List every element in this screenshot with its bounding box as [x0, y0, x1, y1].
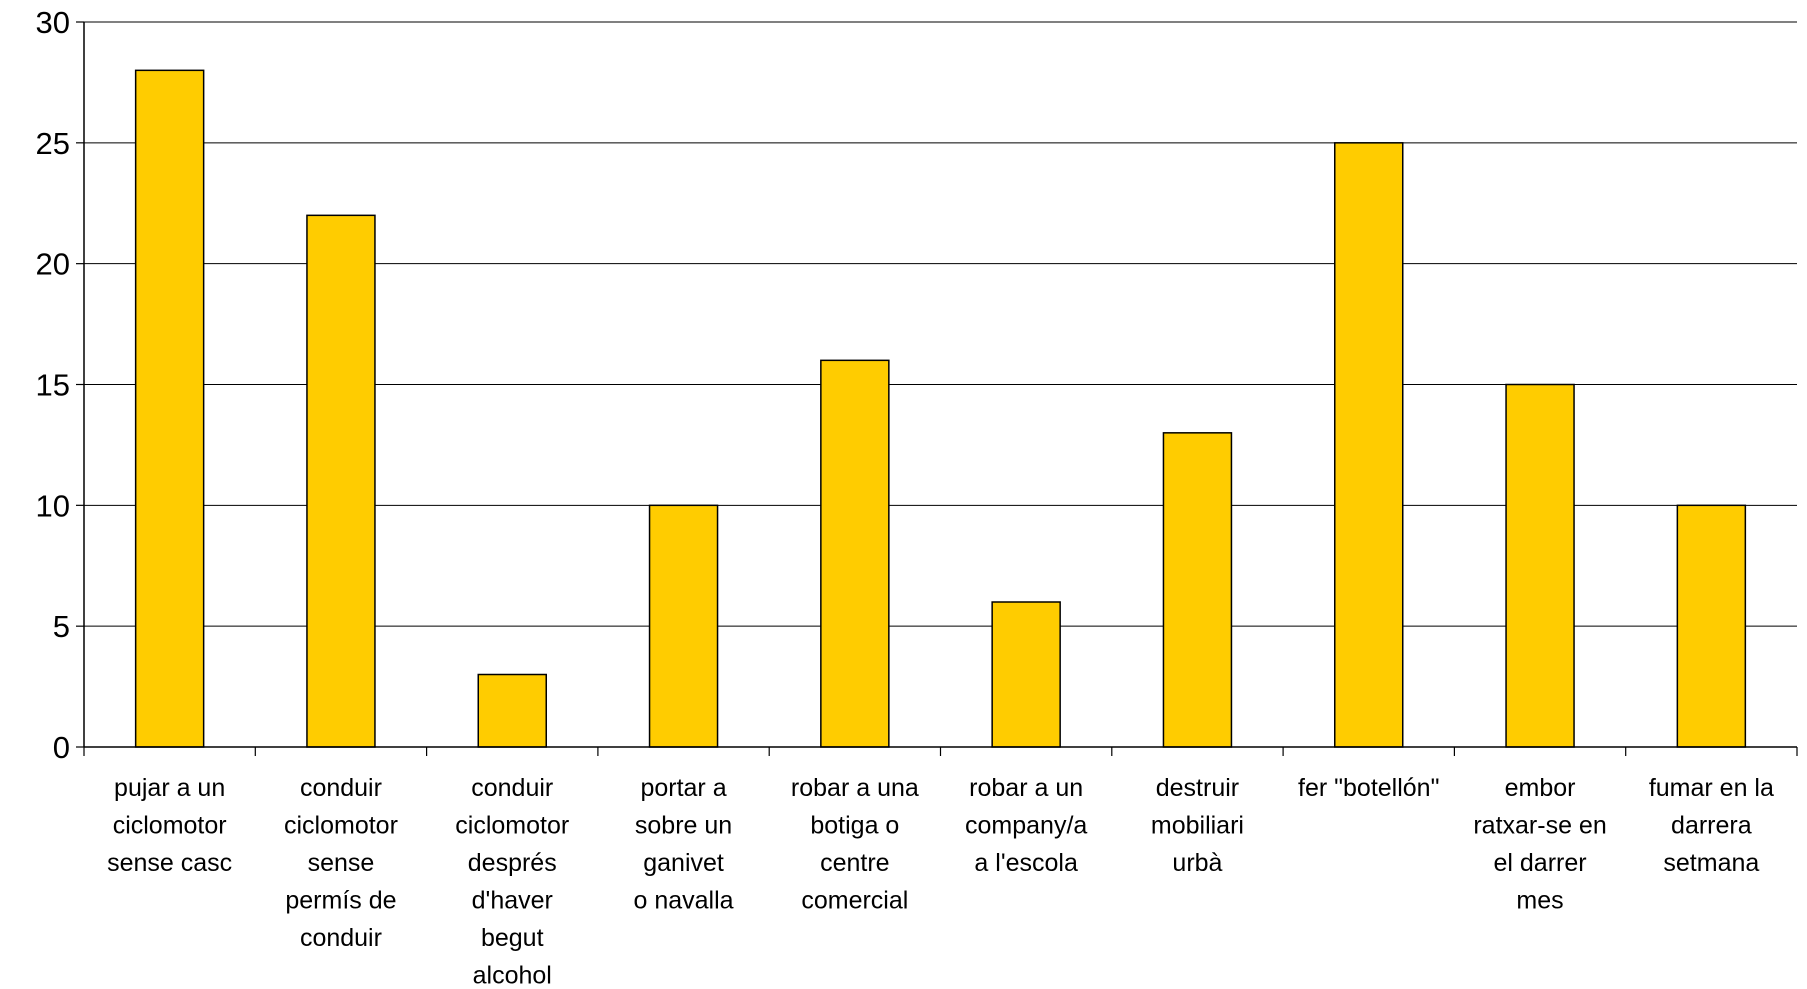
x-tick-label-line: comercial: [801, 887, 908, 915]
x-tick-label-line: company/a: [965, 812, 1087, 840]
x-tick-label-line: mes: [1516, 887, 1563, 915]
x-tick-label-line: sobre un: [635, 812, 732, 840]
x-tick-label-line: sense casc: [107, 849, 232, 877]
x-tick-label-line: darrera: [1671, 812, 1752, 840]
x-tick-label: conduir ciclomotor sense permís de conduir: [284, 774, 398, 952]
x-tick-label: robar a un company/a a l'escola: [965, 774, 1087, 877]
x-tick-label-line: conduir: [300, 774, 382, 802]
x-tick-label: pujar a un ciclomotor sense casc: [107, 774, 232, 877]
y-tick-labels: 0 5 10 15 20 25 30: [36, 5, 70, 765]
x-tick-label-line: el darrer: [1494, 849, 1587, 877]
x-tick-label-line: alcohol: [473, 962, 552, 989]
x-tick-label-line: fumar en la: [1649, 774, 1774, 802]
x-tick-label-line: pujar a un: [114, 774, 225, 802]
x-tick-label: conduir ciclomotor després d'haver begut alco…: [455, 774, 569, 989]
bars: [134, 69, 1747, 748]
x-tick-label-line: fer "botellón": [1298, 774, 1439, 802]
bar: [1505, 383, 1575, 748]
x-tick-label-line: ganivet: [643, 849, 724, 877]
y-tick-label: 30: [36, 5, 70, 40]
bar: [477, 673, 547, 748]
x-tick-label: fer "botellón": [1298, 774, 1439, 802]
bar: [1334, 142, 1404, 748]
bar: [1676, 504, 1747, 748]
bar: [1162, 432, 1233, 748]
x-tick-label: fumar en la darrera setmana: [1649, 774, 1774, 877]
x-tick-label-line: d'haver: [472, 887, 553, 915]
x-tick-label-line: embor: [1505, 774, 1576, 802]
x-tick-label-line: ciclomotor: [455, 812, 569, 840]
x-category-labels: pujar a un ciclomotor sense casc conduir cic…: [107, 774, 1774, 989]
x-tick-label-line: robar a una: [791, 774, 919, 802]
x-tick-label-line: robar a un: [969, 774, 1083, 802]
x-tick-label-line: o navalla: [634, 887, 734, 915]
x-tick-label-line: sense: [308, 849, 375, 877]
x-tick-label-line: després: [468, 849, 557, 877]
x-tick-label-line: begut: [481, 924, 544, 952]
bar: [134, 69, 205, 748]
y-tick-label: 0: [53, 730, 70, 765]
x-tick-label-line: portar a: [640, 774, 726, 802]
x-tick-label-line: ciclomotor: [113, 812, 227, 840]
x-tick-label-line: a l'escola: [974, 849, 1078, 877]
x-tick-label: destruir mobiliari urbà: [1151, 774, 1244, 877]
y-tick-label: 5: [53, 609, 70, 644]
x-tick-label-line: setmana: [1663, 849, 1759, 877]
x-tick-label-line: destruir: [1156, 774, 1239, 802]
y-tick-label: 10: [36, 488, 70, 523]
x-tick-label-line: ciclomotor: [284, 812, 398, 840]
y-tick-label: 20: [36, 247, 70, 282]
x-tick-label-line: centre: [820, 849, 889, 877]
x-tick-label: embor ratxar-se en el darrer mes: [1473, 774, 1606, 915]
bar: [306, 214, 376, 748]
x-tick-label: portar a sobre un ganivet o navalla: [634, 774, 734, 915]
x-tick-label: robar a una botiga o centre comercial: [791, 774, 919, 915]
x-tick-label-line: ratxar-se en: [1473, 812, 1606, 840]
x-tick-label-line: permís de: [285, 887, 396, 915]
x-tick-label-line: conduir: [300, 924, 382, 952]
bar: [820, 359, 890, 748]
x-tick-label-line: botiga o: [810, 812, 899, 840]
axes: [76, 21, 1798, 756]
x-tick-label-line: conduir: [471, 774, 553, 802]
y-tick-label: 15: [36, 368, 70, 403]
bar: [991, 601, 1061, 748]
x-tick-label-line: mobiliari: [1151, 812, 1244, 840]
y-tick-label: 25: [36, 126, 70, 161]
x-tick-label-line: urbà: [1172, 849, 1222, 877]
bar: [648, 504, 719, 748]
